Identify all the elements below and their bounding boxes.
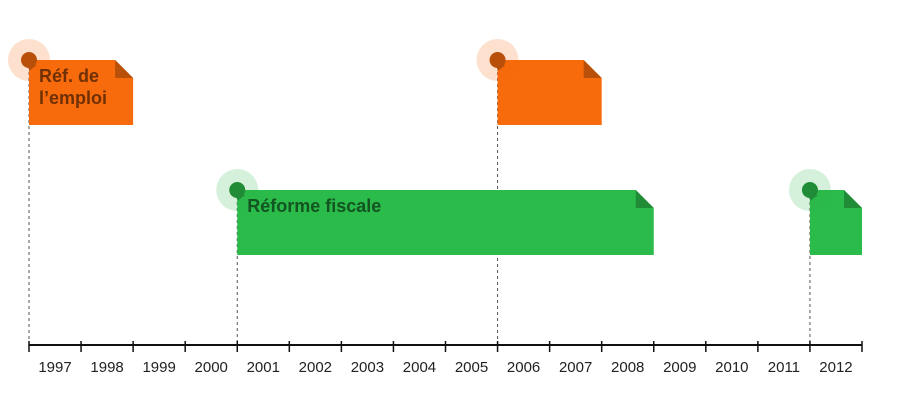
- x-tick-label: 1998: [90, 359, 123, 376]
- marker: [489, 52, 506, 68]
- x-tick-label: 2008: [611, 359, 644, 376]
- marker: [21, 52, 37, 68]
- marker-tip: [29, 65, 37, 71]
- x-tick-label: 2011: [768, 359, 800, 376]
- x-tick-label: 2005: [455, 359, 488, 376]
- x-tick-label: 2001: [247, 359, 280, 376]
- x-tick-label: 2007: [559, 359, 592, 376]
- event-bar: [497, 60, 602, 125]
- x-tick-label: 2003: [351, 359, 384, 376]
- marker: [229, 182, 246, 198]
- event-bar: [237, 190, 654, 255]
- marker: [801, 182, 818, 198]
- x-tick-label: 1999: [142, 359, 175, 376]
- event-label: Réforme fiscale: [247, 196, 382, 216]
- marker-tip: [809, 195, 818, 201]
- x-tick-label: 2006: [507, 359, 540, 376]
- event-bar: [29, 60, 134, 125]
- fold: [635, 190, 654, 208]
- fold: [583, 60, 602, 78]
- fold: [844, 190, 862, 208]
- x-tick-label: 2000: [195, 359, 228, 376]
- x-tick-label: 2012: [819, 359, 852, 376]
- x-tick-label: 1997: [38, 359, 71, 376]
- x-tick-label: 2004: [403, 359, 436, 376]
- marker-tip: [237, 195, 246, 201]
- x-tick-label: 2010: [715, 359, 748, 376]
- x-tick-label: 2002: [299, 359, 332, 376]
- fold: [115, 60, 134, 78]
- marker-tip: [497, 65, 506, 71]
- event-label: Réf. de l’emploi: [39, 66, 108, 108]
- x-tick-label: 2009: [663, 359, 696, 376]
